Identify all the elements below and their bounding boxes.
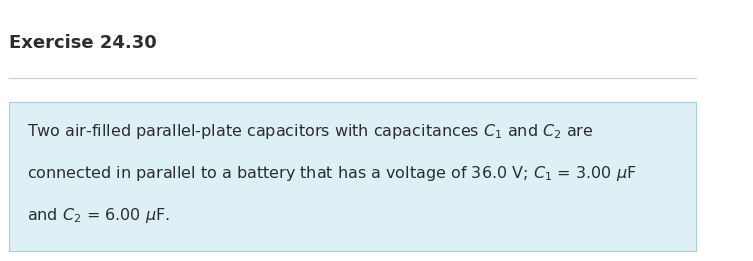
- FancyBboxPatch shape: [9, 102, 696, 251]
- Text: and $C_2$ = 6.00 $\mu$F.: and $C_2$ = 6.00 $\mu$F.: [27, 206, 169, 225]
- Text: Exercise 24.30: Exercise 24.30: [9, 34, 157, 52]
- Text: connected in parallel to a battery that has a voltage of 36.0 V; $C_1$ = 3.00 $\: connected in parallel to a battery that …: [27, 164, 636, 183]
- Text: Two air-filled parallel-plate capacitors with capacitances $C_1$ and $C_2$ are: Two air-filled parallel-plate capacitors…: [27, 122, 593, 141]
